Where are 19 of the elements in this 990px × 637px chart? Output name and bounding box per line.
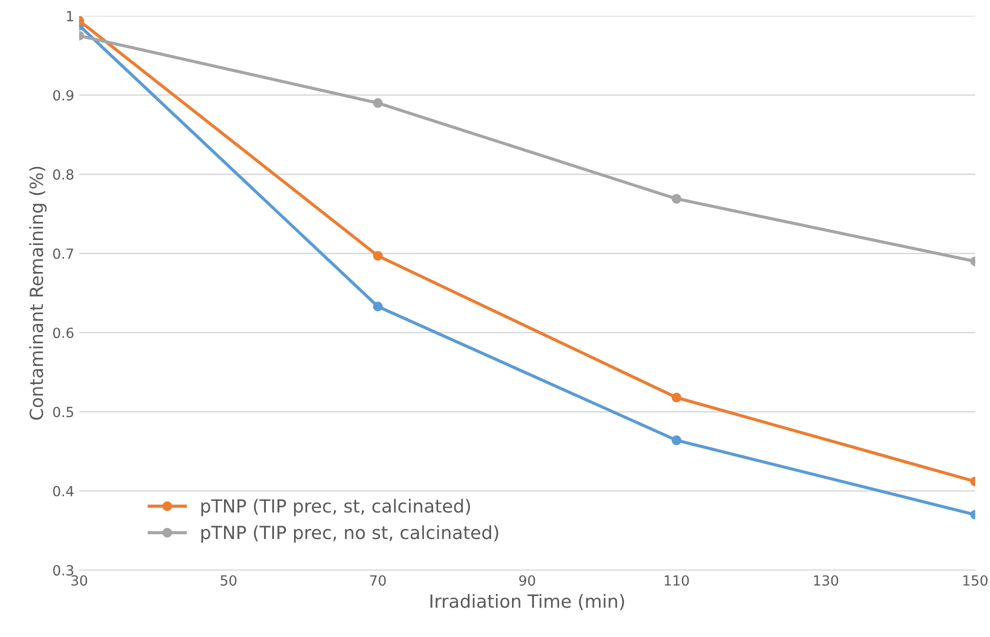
legend-label: pTNP (TIP prec, st, calcinated) xyxy=(201,498,470,516)
y-axis-title: Contaminant Remaining (%) xyxy=(29,166,47,420)
y-tick-label: 0.6 xyxy=(53,328,74,338)
x-axis-title: Irradiation Time (min) xyxy=(430,594,624,610)
y-tick-label: 0.4 xyxy=(53,486,74,496)
y-tick-label: 0.3 xyxy=(53,565,74,576)
y-tick-label: 1 xyxy=(67,11,74,22)
y-tick-label: 0.7 xyxy=(53,248,74,259)
x-tick-label: 110 xyxy=(664,575,689,586)
x-tick-label: 70 xyxy=(370,575,386,586)
y-tick-label: 0.9 xyxy=(53,90,74,101)
y-tick-label: 0.5 xyxy=(53,406,74,418)
x-tick-label: 30 xyxy=(71,575,88,586)
x-tick-label: 90 xyxy=(519,575,536,586)
x-tick-label: 50 xyxy=(220,575,236,586)
y-tick-label: 0.8 xyxy=(53,169,74,180)
x-tick-label: 130 xyxy=(814,575,838,586)
legend-label: pTNP (TIP prec, no st, calcinated) xyxy=(201,525,498,543)
x-tick-label: 150 xyxy=(963,575,988,586)
